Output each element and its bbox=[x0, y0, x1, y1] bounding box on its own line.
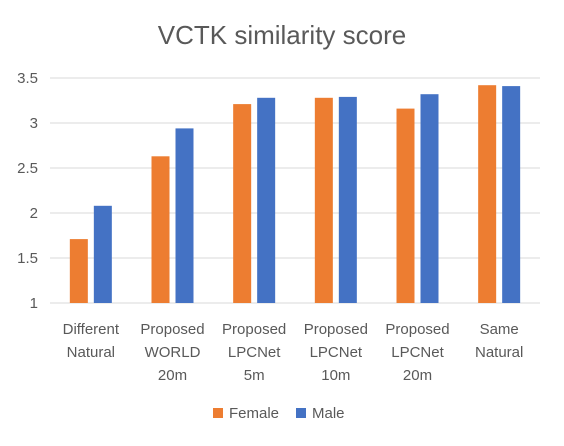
bars bbox=[69, 85, 521, 304]
gridlines bbox=[50, 77, 540, 304]
bar-female bbox=[314, 97, 333, 303]
category-label-line: LPCNet bbox=[228, 344, 281, 361]
chart-title: VCTK similarity score bbox=[158, 20, 406, 50]
category-label-line: Same bbox=[480, 321, 519, 338]
legend-item-male: Male bbox=[296, 405, 345, 422]
category-label-line: Different bbox=[63, 321, 120, 338]
y-tick-label: 3 bbox=[30, 115, 38, 132]
category-label: Same Natural bbox=[475, 321, 523, 361]
x-axis-categories: DifferentNaturalProposedWORLD20mProposed… bbox=[63, 321, 524, 384]
legend-label: Female bbox=[229, 405, 279, 422]
y-axis-ticks: 1 1.5 2 2.5 3 3.5 bbox=[17, 70, 38, 312]
legend-item-female: Female bbox=[213, 405, 279, 422]
bar-female bbox=[478, 85, 497, 303]
legend-swatch bbox=[213, 408, 223, 418]
category-label-line: 20m bbox=[403, 367, 432, 384]
category-label-line: 10m bbox=[321, 367, 350, 384]
bar-male bbox=[420, 94, 439, 303]
legend-swatch bbox=[296, 408, 306, 418]
bar-male bbox=[175, 128, 194, 303]
category-label-line: Natural bbox=[67, 344, 115, 361]
category-label-line: 20m bbox=[158, 367, 187, 384]
bar-female bbox=[69, 239, 88, 303]
bar-male bbox=[502, 86, 521, 303]
category-label-line: LPCNet bbox=[310, 344, 363, 361]
category-label-line: LPCNet bbox=[391, 344, 444, 361]
category-label: Different Natural bbox=[63, 321, 120, 361]
category-label: Proposed LPCNet 5m bbox=[222, 321, 286, 384]
bar-male bbox=[93, 205, 112, 303]
bar-female bbox=[151, 156, 170, 303]
y-tick-label: 1 bbox=[30, 295, 38, 312]
bar-female bbox=[233, 104, 252, 303]
category-label: Proposed LPCNet 10m bbox=[304, 321, 368, 384]
category-label: Proposed WORLD 20m bbox=[140, 321, 204, 384]
y-tick-label: 1.5 bbox=[17, 250, 38, 267]
bar-male bbox=[338, 96, 357, 304]
category-label-line: Proposed bbox=[385, 321, 449, 338]
category-label-line: Proposed bbox=[140, 321, 204, 338]
category-label-line: WORLD bbox=[145, 344, 201, 361]
category-label-line: Natural bbox=[475, 344, 523, 361]
y-tick-label: 2.5 bbox=[17, 160, 38, 177]
legend: Female Male bbox=[213, 405, 345, 422]
legend-label: Male bbox=[312, 405, 345, 422]
bar-male bbox=[257, 97, 276, 303]
y-tick-label: 3.5 bbox=[17, 70, 38, 87]
y-tick-label: 2 bbox=[30, 205, 38, 222]
category-label-line: Proposed bbox=[222, 321, 286, 338]
category-label-line: Proposed bbox=[304, 321, 368, 338]
category-label-line: 5m bbox=[244, 367, 265, 384]
bar-female bbox=[396, 108, 415, 303]
category-label: Proposed LPCNet 20m bbox=[385, 321, 449, 384]
